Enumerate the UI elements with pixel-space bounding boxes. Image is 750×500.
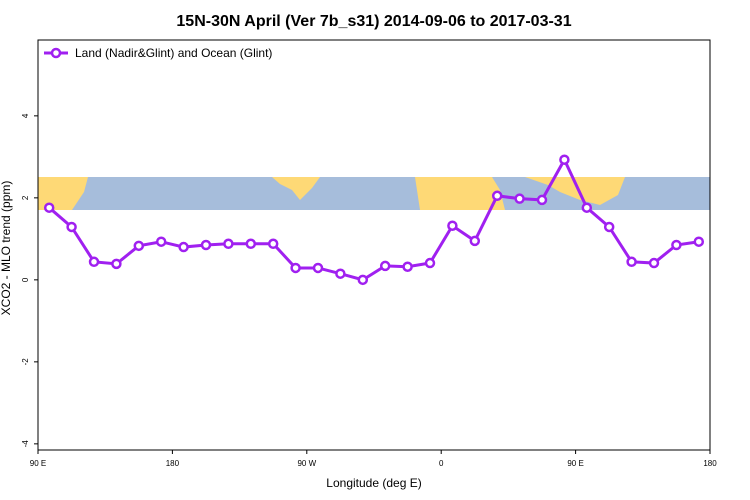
y-tick-label: 4 bbox=[21, 113, 30, 118]
data-point bbox=[559, 154, 570, 165]
data-point bbox=[88, 256, 100, 268]
data-point bbox=[335, 268, 346, 279]
legend-marker bbox=[50, 47, 62, 59]
data-point bbox=[111, 258, 122, 270]
y-tick-label: 0 bbox=[21, 277, 30, 282]
data-point bbox=[200, 239, 212, 251]
data-point bbox=[491, 190, 503, 202]
x-tick-label: 0 bbox=[439, 459, 444, 468]
data-point bbox=[469, 235, 481, 247]
data-point bbox=[267, 238, 279, 250]
data-point bbox=[357, 274, 369, 286]
data-point bbox=[133, 240, 145, 252]
y-axis-label: XCO2 - MLO trend (ppm) bbox=[0, 181, 13, 316]
data-point bbox=[178, 241, 189, 253]
x-tick-label: 90 W bbox=[297, 459, 316, 468]
y-tick-label: 2 bbox=[21, 195, 30, 200]
data-point bbox=[424, 257, 436, 269]
data-point bbox=[155, 236, 167, 247]
data-point bbox=[581, 202, 593, 213]
y-tick-label: -4 bbox=[21, 440, 30, 448]
data-point bbox=[536, 194, 548, 206]
map-land bbox=[38, 177, 88, 210]
map-land bbox=[272, 177, 320, 200]
data-point bbox=[245, 238, 257, 250]
x-tick-label: 90 E bbox=[30, 459, 46, 468]
data-point bbox=[223, 238, 234, 250]
data-point bbox=[447, 220, 458, 231]
data-point bbox=[312, 262, 324, 274]
map-land bbox=[415, 177, 505, 210]
data-point bbox=[402, 261, 413, 272]
data-point bbox=[603, 221, 615, 233]
data-point bbox=[626, 256, 637, 268]
x-tick-label: 180 bbox=[166, 459, 180, 468]
data-point bbox=[66, 221, 77, 233]
y-tick-label: -2 bbox=[21, 358, 30, 366]
data-point bbox=[693, 236, 705, 247]
x-tick-label: 90 E bbox=[567, 459, 583, 468]
data-point bbox=[290, 262, 301, 274]
legend-label: Land (Nadir&Glint) and Ocean (Glint) bbox=[75, 46, 272, 60]
data-point bbox=[43, 202, 55, 213]
data-point bbox=[379, 260, 391, 272]
world-map bbox=[38, 177, 710, 210]
chart-title: 15N-30N April (Ver 7b_s31) 2014-09-06 to… bbox=[176, 13, 571, 30]
x-tick-label: 180 bbox=[703, 459, 717, 468]
x-axis-label: Longitude (deg E) bbox=[326, 476, 421, 490]
data-point bbox=[514, 193, 525, 204]
plot-frame bbox=[37, 39, 711, 451]
data-point bbox=[671, 239, 682, 251]
data-point bbox=[648, 257, 660, 269]
